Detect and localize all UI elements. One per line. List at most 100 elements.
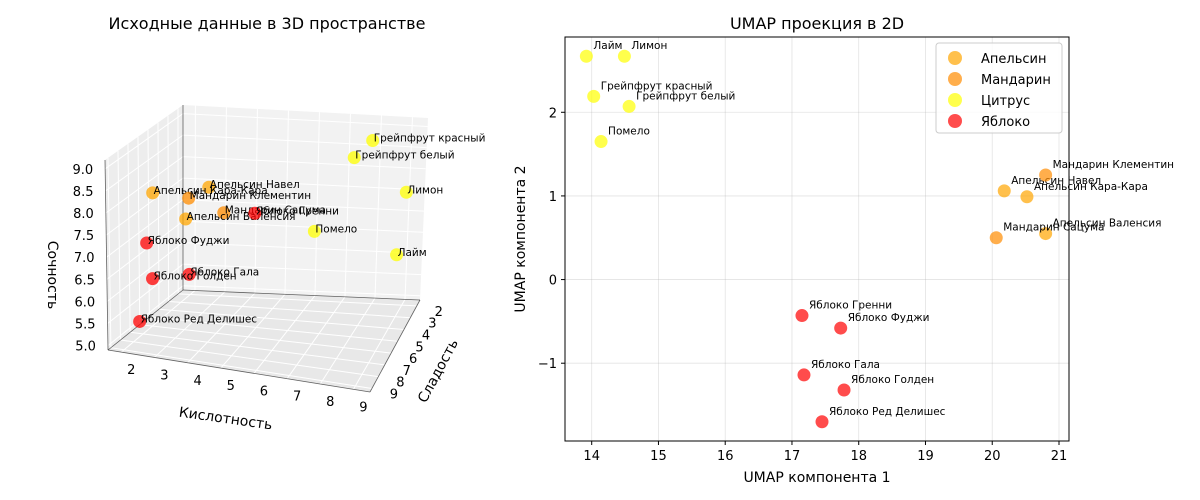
x-axis-label-2d: UMAP компонента 1 xyxy=(743,470,890,486)
data-point-3d xyxy=(133,314,147,328)
data-point xyxy=(579,49,593,63)
y-tick-label-3d: 2 xyxy=(435,305,443,320)
y-tick-label: 0 xyxy=(549,274,557,289)
y-tick-label-3d: 7 xyxy=(403,364,411,379)
point-label: Мандарин Клементин xyxy=(1053,159,1174,171)
z-tick-label-3d: 9.0 xyxy=(72,163,93,178)
legend-marker xyxy=(948,72,962,86)
y-tick-label-3d: 3 xyxy=(428,317,436,332)
data-point xyxy=(1039,168,1053,182)
y-tick-label-3d: 6 xyxy=(409,352,417,367)
z-tick-label-3d: 5.5 xyxy=(75,317,96,332)
grid-line-y3d xyxy=(178,293,417,307)
data-point xyxy=(989,231,1003,245)
data-point xyxy=(622,99,636,113)
data-point xyxy=(587,89,601,103)
data-point-3d xyxy=(399,185,413,199)
data-point-3d xyxy=(217,206,231,220)
y-tick-label: −1 xyxy=(538,357,557,372)
legend-frame xyxy=(935,42,1063,134)
data-point-3d xyxy=(202,180,216,194)
grid-line-y3d xyxy=(168,301,411,319)
z-tick-label-3d: 8.0 xyxy=(73,207,94,222)
grid-line-x3d-wall xyxy=(404,117,413,300)
grid-line-y3d xyxy=(130,331,385,366)
point-label-3d: Лимон xyxy=(407,184,443,196)
point-label-3d: Грейпфрут красный xyxy=(374,132,486,144)
grid-line-y3d xyxy=(120,339,379,378)
y-tick-label-3d: 9 xyxy=(390,387,398,402)
chart-3d-title: Исходные данные в 3D пространстве xyxy=(109,14,426,33)
point-label: Лимон xyxy=(631,40,667,52)
point-label: Яблоко Фуджи xyxy=(848,312,930,324)
x-tick-label: 16 xyxy=(717,449,734,464)
grid-line-y3d-wall xyxy=(107,157,112,348)
grid-line-y3d-wall xyxy=(127,143,131,333)
legend-label: Мандарин xyxy=(981,73,1051,88)
data-point xyxy=(834,321,848,335)
grid-3d xyxy=(104,105,428,390)
x-tick-label-3d: 2 xyxy=(127,363,135,378)
grid-line-y3d-wall xyxy=(147,129,150,317)
point-label-3d: Яблоко Голден xyxy=(154,271,237,283)
point-label-3d: Грейпфрут белый xyxy=(355,150,454,162)
y-tick-label: 1 xyxy=(549,190,557,205)
grid-line-y3d-wall xyxy=(167,115,170,302)
plot-frame-2d xyxy=(564,36,1070,442)
data-point xyxy=(617,49,631,63)
point-label-3d: Яблоко Гренни xyxy=(256,205,339,217)
legend: Апельсин Мандарин Цитрус Яблоко xyxy=(935,42,1063,134)
chart-2d: UMAP проекция в 2D 14 15 16 17 18 19 20 21 −1 0 1 2… xyxy=(513,14,1174,486)
x-tick-label: 19 xyxy=(917,449,934,464)
z-tick-label-3d: 6.0 xyxy=(75,295,96,310)
point-label: Мандарин Сацума xyxy=(1003,222,1104,234)
grid-line-x3d-wall xyxy=(344,113,351,297)
point-label: Яблоко Гала xyxy=(811,359,880,371)
point-label-3d: Яблоко Гала xyxy=(190,266,259,278)
point-label-3d: Апельсин Навел xyxy=(210,179,300,191)
data-point-3d xyxy=(307,224,321,238)
data-point xyxy=(594,135,608,149)
y-tick-label-3d: 4 xyxy=(422,328,430,343)
grid-line-x3d-wall xyxy=(284,110,289,295)
grid-line-x3d-wall xyxy=(224,107,227,292)
data-point-3d xyxy=(179,212,193,226)
x-tick-label-3d: 9 xyxy=(359,400,367,415)
data-point xyxy=(1039,227,1053,241)
point-label: Яблоко Гренни xyxy=(809,300,892,312)
data-point xyxy=(815,415,829,429)
point-label: Грейпфрут красный xyxy=(601,80,713,92)
pane-back-left xyxy=(105,105,183,350)
point-label-3d: Апельсин Валенсия xyxy=(187,211,296,223)
x-tick-label: 14 xyxy=(583,449,600,464)
point-label: Яблоко Ред Делишес xyxy=(829,406,946,418)
ticks-2d: 14 15 16 17 18 19 20 21 −1 0 1 2 xyxy=(538,106,1067,464)
point-label-3d: Яблоко Фуджи xyxy=(148,235,230,247)
axis-edge-3d xyxy=(182,289,421,301)
grid-line-x3d-wall xyxy=(374,115,382,299)
chart-2d-title: UMAP проекция в 2D xyxy=(730,14,904,33)
data-point xyxy=(997,184,1011,198)
x-tick-label-3d: 7 xyxy=(293,390,301,405)
grid-line-y3d xyxy=(110,347,373,389)
y-tick-label: 2 xyxy=(549,106,557,121)
point-label-3d: Лайм xyxy=(398,247,427,259)
y-tick-label-3d: 8 xyxy=(396,376,404,391)
y-axis-label-2d: UMAP компонента 2 xyxy=(513,165,529,312)
grid-line-y3d xyxy=(139,324,392,354)
pane-floor xyxy=(108,290,420,392)
point-label-3d: Апельсин Кара-Кара xyxy=(154,185,268,197)
z-tick-label-3d: 7.5 xyxy=(73,229,94,244)
point-label: Апельсин Навел xyxy=(1011,175,1101,187)
data-point xyxy=(795,309,809,323)
x-tick-label: 21 xyxy=(1051,449,1068,464)
x-tick-label-3d: 8 xyxy=(326,395,334,410)
x-axis-label-3d: Кислотность xyxy=(178,405,274,434)
point-label-3d: Яблоко Ред Делишес xyxy=(141,313,258,325)
legend-marker xyxy=(948,114,962,128)
data-point xyxy=(837,383,851,397)
grid-line-x3d-wall xyxy=(314,112,320,296)
grid-2d xyxy=(565,37,1069,441)
data-point-3d xyxy=(140,236,154,250)
